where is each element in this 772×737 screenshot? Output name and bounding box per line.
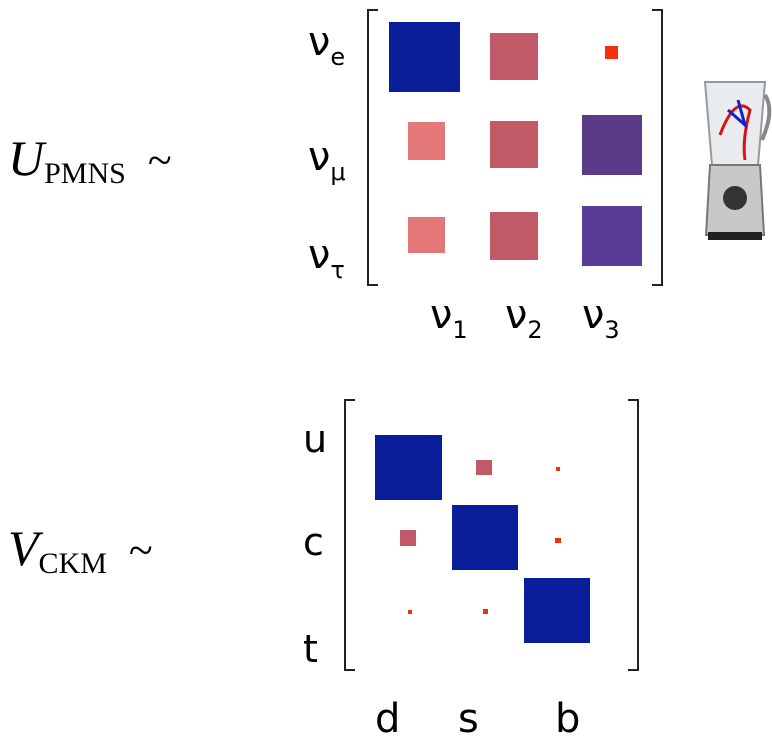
diagram: UPMNS~ νeνμντ ν1ν2ν3 VCKM~ uct dsb xyxy=(0,0,772,737)
column-label: ν2 xyxy=(505,292,543,344)
cell xyxy=(556,467,560,471)
matrix-cells xyxy=(375,435,590,643)
bracket xyxy=(628,400,638,670)
cell xyxy=(400,530,416,546)
base: ν xyxy=(308,134,330,180)
sub: τ xyxy=(330,256,344,284)
column-label: s xyxy=(458,696,479,737)
column-label: d xyxy=(375,696,400,737)
row-label: νμ xyxy=(308,134,346,186)
cell xyxy=(605,46,618,59)
bracket xyxy=(652,10,662,285)
pmns-label: UPMNS ~ xyxy=(8,130,172,190)
cell xyxy=(389,22,460,92)
cell xyxy=(375,435,442,500)
row-label: ντ xyxy=(308,232,345,284)
cell xyxy=(408,122,445,160)
subscript: CKM xyxy=(39,547,107,580)
subscript: PMNS xyxy=(44,157,126,190)
column-label: ν3 xyxy=(582,292,620,344)
row-label: c xyxy=(303,520,324,564)
matrix-cells xyxy=(389,22,642,266)
bracket xyxy=(368,10,378,285)
relation: ~ xyxy=(129,526,153,575)
cell xyxy=(490,212,538,260)
base: ν xyxy=(308,19,330,65)
column-label: ν1 xyxy=(430,292,468,344)
sub: 3 xyxy=(604,316,619,344)
sub: 2 xyxy=(527,316,542,344)
cell xyxy=(582,206,642,266)
cell xyxy=(490,121,538,168)
symbol: U xyxy=(8,130,47,186)
sub: μ xyxy=(330,158,345,186)
base: ν xyxy=(430,292,452,338)
row-label: t xyxy=(303,627,318,671)
ckm-label: VCKM~ xyxy=(8,520,153,580)
column-label: b xyxy=(555,696,580,737)
cell xyxy=(452,505,518,570)
base: ν xyxy=(582,292,604,338)
row-label: u xyxy=(303,417,327,461)
cell xyxy=(555,538,561,543)
cell xyxy=(408,610,412,614)
base: ν xyxy=(308,232,330,278)
sub: e xyxy=(330,43,345,71)
cell xyxy=(483,609,488,614)
base: ν xyxy=(505,292,527,338)
cell xyxy=(476,460,492,475)
sub: 1 xyxy=(452,316,467,344)
blender-icon xyxy=(705,82,769,240)
cell xyxy=(524,578,590,643)
cell xyxy=(490,33,538,80)
bracket xyxy=(345,400,355,670)
relation: ~ xyxy=(148,136,172,185)
cell xyxy=(408,217,445,253)
row-label: νe xyxy=(308,19,345,71)
cell xyxy=(582,115,642,175)
